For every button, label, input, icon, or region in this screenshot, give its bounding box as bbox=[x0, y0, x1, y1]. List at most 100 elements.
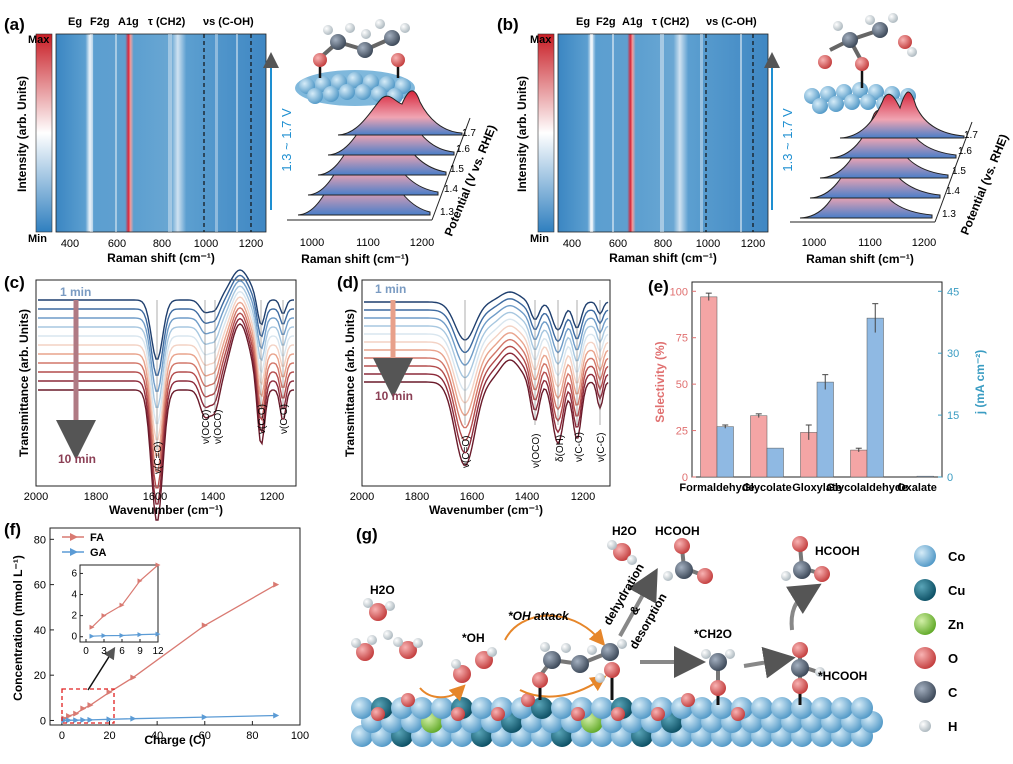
bar-selectivity bbox=[700, 296, 718, 478]
spectrum-line bbox=[364, 332, 609, 416]
data-point bbox=[201, 622, 208, 629]
panel-f-legend: FA GA bbox=[62, 532, 107, 559]
category-label: Glycolate bbox=[742, 482, 792, 494]
spectrum-line bbox=[364, 298, 609, 353]
panel-g-amp: & bbox=[626, 603, 643, 618]
inset-data-point bbox=[89, 624, 95, 630]
panel-b-level: 1.6 bbox=[958, 146, 972, 157]
panel-b-waterfall-xtick: 1000 bbox=[802, 237, 826, 249]
panel-a-level: 1.6 bbox=[456, 144, 470, 155]
spectrum-line bbox=[38, 296, 295, 441]
panel-c-time-start: 1 min bbox=[60, 285, 91, 299]
surface-atom-o bbox=[571, 707, 585, 721]
panel-c-band: ν(C=O) bbox=[153, 442, 164, 475]
panel-a-colorbar-max: Max bbox=[28, 34, 50, 46]
data-point bbox=[80, 717, 87, 724]
panel-b-waterfall-xlabel: Raman shift (cm⁻¹) bbox=[806, 252, 914, 266]
panel-b: (b) Max Min Intensity (arb. Units) Eg F2… bbox=[497, 13, 1011, 266]
panel-c-frame bbox=[35, 279, 297, 487]
inset-data-point bbox=[119, 632, 125, 638]
panel-f-ylabel: Concentration (mmol L⁻¹) bbox=[11, 555, 25, 701]
panel-g-hcooh-top bbox=[663, 538, 713, 584]
panel-a-xtick: 400 bbox=[61, 238, 79, 250]
panel-g-hcooh-star-label: *HCOOH bbox=[818, 669, 867, 683]
ytick-left: 75 bbox=[676, 333, 688, 345]
panel-b-xticks: 400 600 800 1000 1200 bbox=[563, 238, 765, 250]
panel-a-xticks: 400 600 800 1000 1200 bbox=[61, 238, 263, 250]
panel-g-h2o-left: H2O bbox=[370, 583, 395, 597]
panel-f-inset: 0 3 6 9 12 0 2 4 6 bbox=[71, 562, 164, 657]
panel-g-adsorb-arrow bbox=[419, 684, 466, 702]
panel-c-band: ν(C-O) bbox=[257, 404, 268, 434]
panel-c-xlabel: Wavenumber (cm⁻¹) bbox=[109, 503, 223, 517]
legend-label-o: O bbox=[948, 651, 958, 666]
panel-a-heatmap bbox=[55, 33, 267, 233]
inset-xtick: 0 bbox=[83, 646, 89, 657]
ytick-left: 0 bbox=[682, 472, 688, 484]
surface-atom-co bbox=[831, 697, 853, 719]
legend-swatch-o bbox=[914, 647, 936, 669]
panel-d-frame bbox=[361, 279, 611, 487]
data-point bbox=[106, 689, 113, 696]
panel-g-dehydration: dehydration bbox=[600, 561, 646, 627]
panel-c-band: ν(OCO) bbox=[201, 410, 212, 444]
bar-selectivity bbox=[850, 449, 868, 478]
inset-ytick: 2 bbox=[71, 611, 77, 622]
spectrum-line bbox=[38, 323, 295, 521]
panel-b-level: 1.7 bbox=[964, 130, 978, 141]
panel-g-intermediate bbox=[532, 639, 627, 700]
panel-b-level: 1.3 bbox=[942, 209, 956, 220]
panel-e: (e) 0 25 50 75 100 0 15 30 45 Selectivity (%) j … bbox=[648, 277, 987, 494]
data-point bbox=[130, 674, 137, 681]
panel-a-waterfall-xlabel: Raman shift (cm⁻¹) bbox=[301, 252, 409, 266]
spectrum-line bbox=[38, 301, 295, 457]
panel-b-colorbar-max: Max bbox=[530, 34, 552, 46]
inset-data-point bbox=[101, 613, 107, 619]
panel-d-xtick: 1200 bbox=[571, 491, 595, 503]
surface-atom-co bbox=[711, 697, 733, 719]
panel-b-peak-f2g: F2g bbox=[596, 16, 616, 28]
panel-c-time-end: 10 min bbox=[58, 452, 96, 466]
panel-b-peak-a1g: A1g bbox=[622, 16, 643, 28]
legend-label-h: H bbox=[948, 719, 957, 734]
spectrum-line bbox=[38, 290, 295, 425]
panel-g-return-arrow bbox=[519, 675, 607, 698]
category-label: Formaldehyde bbox=[679, 482, 754, 494]
panel-a-peak-coh: νs (C-OH) bbox=[203, 16, 254, 28]
inset-ytick: 6 bbox=[71, 568, 77, 579]
panel-b-xtick: 600 bbox=[609, 238, 627, 250]
spectrum-line bbox=[364, 359, 609, 466]
legend-label-co: Co bbox=[948, 549, 965, 564]
bar-selectivity bbox=[750, 415, 768, 478]
spectrum-line bbox=[38, 317, 295, 505]
inset-data-point bbox=[137, 632, 143, 638]
panel-d: (d) Transmittance (arb. Units) ν(C=O) ν(… bbox=[337, 273, 611, 517]
panel-b-xtick: 400 bbox=[563, 238, 581, 250]
panel-e-letter: (e) bbox=[648, 277, 669, 296]
panel-c: (c) Transmittance (arb. Units) ν(C=O) ν(… bbox=[4, 269, 297, 521]
panel-b-xlabel: Raman shift (cm⁻¹) bbox=[609, 251, 717, 265]
panel-f-letter: (f) bbox=[4, 520, 21, 539]
panel-g-oh-label: *OH bbox=[462, 631, 485, 645]
panel-c-spectra bbox=[38, 269, 295, 521]
panel-b-colorbar-min: Min bbox=[530, 233, 549, 245]
panel-b-waterfall-xtick: 1100 bbox=[858, 237, 882, 249]
inset-xtick: 3 bbox=[101, 646, 107, 657]
panel-c-letter: (c) bbox=[4, 273, 25, 292]
panel-a-xtick: 800 bbox=[153, 238, 171, 250]
legend-swatch-h bbox=[919, 720, 931, 732]
ytick-right: 45 bbox=[947, 286, 959, 298]
panel-c-xtick: 1800 bbox=[84, 491, 108, 503]
inset-xtick: 6 bbox=[119, 646, 125, 657]
panel-b-potential-label: 1.3 ~ 1.7 V bbox=[780, 108, 795, 172]
panel-a-waterfall-xtick: 1000 bbox=[300, 237, 324, 249]
panel-b-level: 1.4 bbox=[946, 186, 960, 197]
panel-g-oh bbox=[451, 647, 497, 683]
panel-a-waterfall: 1.3 1.4 1.5 1.6 1.7 Potential (V vs. RHE… bbox=[287, 90, 499, 266]
panel-a-ridge-5 bbox=[337, 90, 463, 136]
panel-a-level: 1.5 bbox=[450, 164, 464, 175]
panel-a-waterfall-xtick: 1100 bbox=[356, 237, 380, 249]
series-line-ga bbox=[64, 714, 277, 722]
bar-current bbox=[816, 381, 834, 478]
category-label: Glycolaldehyde bbox=[826, 482, 907, 494]
